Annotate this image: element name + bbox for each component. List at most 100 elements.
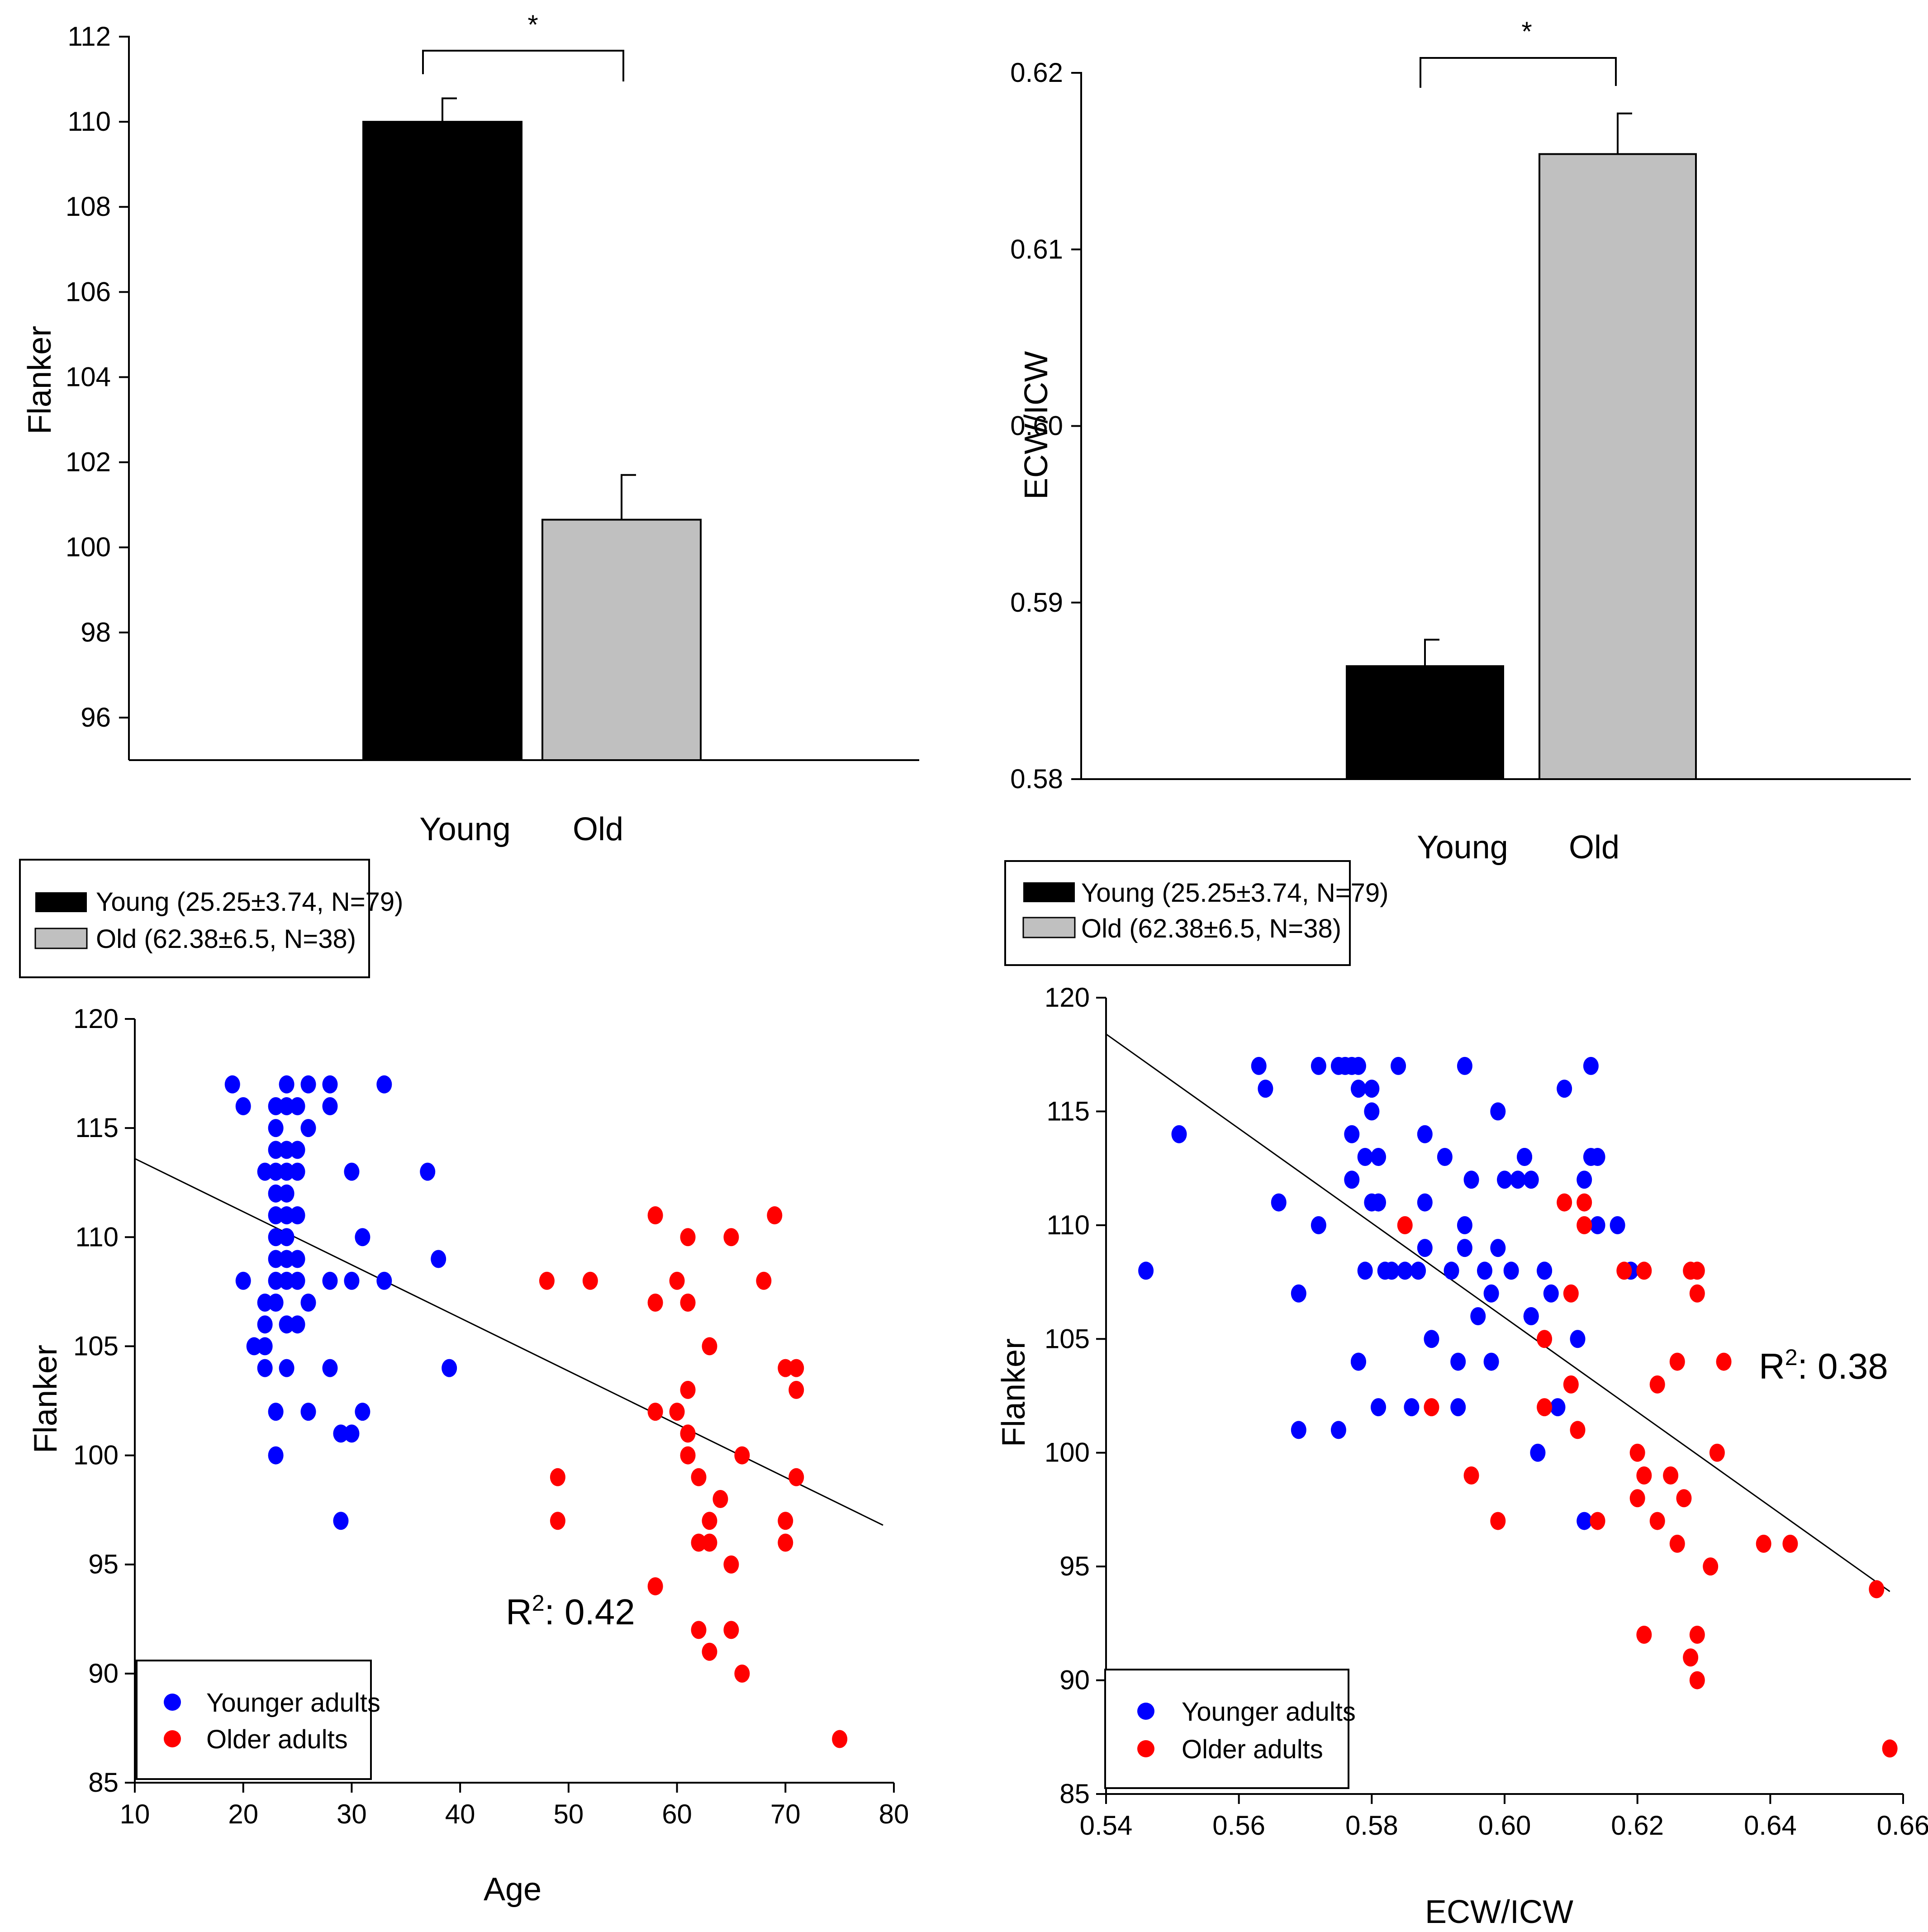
point-younger-adults <box>1610 1216 1625 1234</box>
point-younger-adults <box>279 1075 294 1094</box>
point-younger-adults <box>1371 1398 1387 1417</box>
point-older-adults <box>1563 1375 1579 1394</box>
point-younger-adults <box>224 1075 240 1094</box>
point-younger-adults <box>279 1097 294 1115</box>
point-older-adults <box>756 1271 772 1290</box>
y-tick-label: 110 <box>75 1222 119 1252</box>
point-younger-adults <box>235 1097 251 1115</box>
point-older-adults <box>1869 1580 1885 1599</box>
point-older-adults <box>582 1271 598 1290</box>
point-older-adults <box>778 1533 793 1552</box>
x-tick-label: 0.62 <box>1611 1810 1664 1841</box>
point-younger-adults <box>1344 1125 1360 1143</box>
x-tick-label: 80 <box>879 1799 909 1829</box>
point-older-adults <box>723 1621 739 1639</box>
point-younger-adults <box>1477 1261 1492 1280</box>
legend-marker-younger <box>1137 1703 1154 1720</box>
point-younger-adults <box>1410 1261 1426 1280</box>
bar-young <box>1346 665 1504 780</box>
y-tick-label: 120 <box>73 1004 119 1034</box>
y-tick-label: 100 <box>73 1440 119 1470</box>
point-older-adults <box>1649 1512 1665 1530</box>
point-younger-adults <box>376 1075 392 1094</box>
point-younger-adults <box>268 1206 284 1225</box>
point-younger-adults <box>1364 1102 1380 1121</box>
y-tick-label: 0.59 <box>1010 587 1063 618</box>
y-tick-label: 90 <box>1059 1665 1090 1695</box>
legend-label-younger: Younger adults <box>1182 1697 1356 1727</box>
point-younger-adults <box>268 1228 284 1247</box>
panel-d-points <box>1138 1056 1898 1758</box>
x-tick-label: 50 <box>553 1799 584 1829</box>
point-older-adults <box>1676 1489 1692 1508</box>
point-younger-adults <box>290 1162 305 1181</box>
panel-c-x-ticks: 10 20 30 40 50 60 70 80 <box>120 1783 909 1829</box>
x-axis-title: Age <box>484 1871 541 1908</box>
point-younger-adults <box>1371 1193 1387 1212</box>
legend-d: Younger adults Older adults <box>1104 1669 1356 1789</box>
y-tick-label: 104 <box>66 362 111 392</box>
point-older-adults <box>669 1271 685 1290</box>
point-younger-adults <box>355 1403 370 1421</box>
point-younger-adults <box>1577 1171 1592 1189</box>
x-tick-label: 0.56 <box>1212 1810 1265 1841</box>
point-younger-adults <box>1171 1125 1187 1143</box>
point-older-adults <box>702 1533 717 1552</box>
panel-d-x-ticks: 0.54 0.56 0.58 0.60 0.62 0.64 0.66 <box>1080 1794 1928 1841</box>
point-younger-adults <box>235 1271 251 1290</box>
point-older-adults <box>778 1359 793 1377</box>
point-younger-adults <box>1311 1216 1326 1234</box>
point-younger-adults <box>279 1315 294 1334</box>
point-younger-adults <box>279 1141 294 1159</box>
x-tick-label: 30 <box>337 1799 367 1829</box>
bar-old <box>1539 153 1697 780</box>
point-younger-adults <box>1384 1261 1400 1280</box>
point-younger-adults <box>279 1359 294 1377</box>
y-tick-label: 0.62 <box>1010 57 1063 88</box>
point-younger-adults <box>1311 1056 1326 1075</box>
x-axis-title: ECW/ICW <box>1425 1894 1573 1930</box>
x-tick-label: 0.64 <box>1744 1810 1797 1841</box>
point-older-adults <box>1649 1375 1665 1394</box>
point-older-adults <box>734 1446 750 1465</box>
panel-c-axes <box>134 1019 894 1784</box>
point-younger-adults <box>290 1250 305 1268</box>
point-younger-adults <box>1590 1216 1605 1234</box>
point-younger-adults <box>1417 1239 1433 1257</box>
significance-star: * <box>1521 16 1532 47</box>
point-younger-adults <box>1417 1125 1433 1143</box>
point-younger-adults <box>268 1097 284 1115</box>
point-younger-adults <box>1530 1443 1546 1462</box>
legend-c: Younger adults Older adults <box>136 1660 380 1780</box>
point-older-adults <box>680 1424 696 1443</box>
point-older-adults <box>702 1642 717 1661</box>
point-younger-adults <box>1490 1102 1506 1121</box>
legend-label-younger: Younger adults <box>206 1688 380 1718</box>
point-older-adults <box>680 1228 696 1247</box>
point-older-adults <box>723 1228 739 1247</box>
point-younger-adults <box>1503 1261 1519 1280</box>
panel-a-flanker-bar-chart: 96 98 100 102 104 106 108 110 112 * Young Old Fl… <box>19 10 919 978</box>
y-tick-label: 100 <box>1045 1437 1090 1468</box>
legend-label-old: Old (62.38±6.5, N=38) <box>96 924 356 954</box>
point-older-adults <box>1616 1261 1632 1280</box>
point-younger-adults <box>257 1359 273 1377</box>
point-older-adults <box>1669 1352 1685 1371</box>
point-older-adults <box>680 1446 696 1465</box>
y-tick-label: 105 <box>1045 1323 1090 1354</box>
panel-a-y-ticks: 96 98 100 102 104 106 108 110 112 <box>66 21 129 733</box>
point-older-adults <box>1537 1398 1553 1417</box>
x-tick-label: 40 <box>445 1799 475 1829</box>
legend-label-older: Older adults <box>206 1725 348 1754</box>
x-tick-label: 60 <box>662 1799 692 1829</box>
point-older-adults <box>767 1206 783 1225</box>
point-younger-adults <box>1417 1193 1433 1212</box>
point-older-adults <box>1689 1626 1705 1644</box>
point-younger-adults <box>290 1141 305 1159</box>
point-older-adults <box>702 1337 717 1356</box>
point-younger-adults <box>1251 1056 1267 1075</box>
point-younger-adults <box>333 1512 349 1530</box>
legend-box <box>19 859 370 978</box>
point-younger-adults <box>1457 1239 1472 1257</box>
